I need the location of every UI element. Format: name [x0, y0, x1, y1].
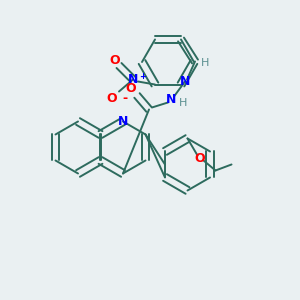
- Text: N: N: [180, 75, 190, 88]
- Text: O: O: [110, 54, 120, 67]
- Text: N: N: [118, 115, 128, 128]
- Text: O: O: [107, 92, 117, 105]
- Text: N: N: [128, 73, 138, 86]
- Text: O: O: [194, 152, 205, 165]
- Text: N: N: [166, 93, 176, 106]
- Text: -: -: [122, 92, 128, 105]
- Text: H: H: [201, 58, 209, 68]
- Text: O: O: [126, 82, 136, 95]
- Text: H: H: [179, 98, 187, 109]
- Text: +: +: [140, 72, 146, 81]
